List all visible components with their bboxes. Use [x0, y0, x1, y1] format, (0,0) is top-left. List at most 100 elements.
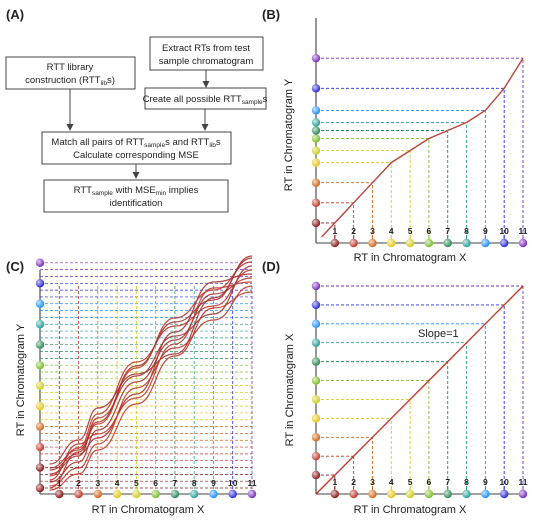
x-point-d-7-shine	[443, 489, 452, 499]
match-box	[41, 131, 232, 165]
x-tick-label-d-5: 5	[408, 477, 413, 487]
match-box-line1: Match all pairs of RTTsamples and RTTlib…	[51, 137, 220, 149]
panel-a-label: (A)	[6, 7, 24, 22]
x-tick-label-d-11: 11	[519, 477, 528, 487]
x-tick-label-d-4: 4	[389, 477, 394, 487]
y-point-c-34-shine	[35, 258, 45, 268]
x-point-c-2-shine	[74, 489, 83, 499]
y-point-d-3-shine	[311, 433, 321, 442]
y-point-d-11-shine	[311, 281, 321, 291]
x-point-b-2-shine	[349, 238, 358, 248]
panel-b-xlabel: RT in Chromatogram X	[354, 252, 467, 264]
y-point-c-22-shine	[35, 340, 45, 349]
x-point-c-11-shine	[247, 489, 257, 499]
panel-c-label: (C)	[6, 259, 24, 274]
y-point-b-10-shine	[311, 84, 321, 93]
candidate-curve-c-3	[49, 269, 253, 477]
plot-b: 1 2 3 4 5 6 7 8 9 10 11	[311, 18, 528, 248]
x-point-b-5-shine	[405, 238, 415, 248]
x-tick-label-b-1: 1	[332, 226, 337, 236]
x-tick-label-c-11: 11	[248, 478, 257, 488]
x-tick-label-b-8: 8	[464, 226, 469, 236]
y-point-c-25-shine	[35, 320, 45, 329]
y-point-c-10-shine	[35, 422, 45, 431]
mapping-curve-b	[321, 57, 524, 238]
panel-c-ylabel: RT in Chromatogram Y	[15, 323, 27, 436]
library-box-line1: RTT library	[47, 62, 94, 73]
x-point-b-11-shine	[518, 238, 528, 248]
panel-b-ylabel: RT in Chromatogram Y	[283, 78, 295, 191]
x-tick-label-c-10: 10	[228, 478, 238, 488]
y-point-c-13-shine	[35, 401, 45, 411]
x-point-c-3-shine	[93, 489, 103, 499]
candidate-curve-c-10	[49, 255, 253, 469]
y-point-b-2-shine	[311, 198, 321, 208]
y-point-b-11-shine	[311, 53, 321, 63]
x-point-d-2-shine	[349, 489, 358, 499]
y-point-c-1-shine	[35, 483, 45, 493]
y-point-b-3-shine	[311, 178, 321, 187]
result-box-line1: RTTsample with MSEmin implies	[74, 185, 199, 197]
result-box	[43, 179, 229, 213]
extract-box-line1: Extract RTs from test	[162, 43, 250, 54]
x-tick-label-c-3: 3	[95, 478, 100, 488]
panel-b: (B) 1 2 3 4 5 6 7 8 9 10 11 RT in Chromatogram X R…	[262, 7, 528, 264]
result-box-line2: identification	[110, 198, 163, 209]
x-tick-label-d-3: 3	[370, 477, 375, 487]
plot-c: 1 2 3 4 5 6 7 8 9 10 11	[35, 255, 257, 499]
x-tick-label-d-10: 10	[499, 477, 509, 487]
y-point-d-10-shine	[311, 300, 321, 310]
x-point-b-7-shine	[443, 238, 452, 248]
x-tick-label-d-9: 9	[483, 477, 488, 487]
y-point-d-7-shine	[311, 357, 321, 366]
x-tick-label-c-5: 5	[134, 478, 139, 488]
x-point-b-6-shine	[424, 238, 434, 248]
y-point-d-1-shine	[311, 470, 321, 480]
x-point-c-7-shine	[170, 489, 180, 499]
x-tick-label-d-1: 1	[332, 477, 337, 487]
plot-d: 1 2 3 4 5 6 7 8 9 10 11	[311, 281, 528, 499]
slope-annotation: Slope=1	[418, 328, 459, 340]
x-tick-label-d-2: 2	[351, 477, 356, 487]
x-point-d-4-shine	[387, 489, 396, 499]
y-point-d-8-shine	[311, 338, 321, 347]
y-point-d-4-shine	[311, 414, 321, 423]
y-point-c-7-shine	[35, 442, 45, 452]
panel-d-xlabel: RT in Chromatogram X	[354, 504, 467, 516]
y-point-b-4-shine	[311, 158, 321, 167]
create-box-text: Create all possible RTTsamples	[143, 94, 268, 106]
x-tick-label-b-11: 11	[519, 226, 528, 236]
y-point-d-6-shine	[311, 376, 321, 385]
x-point-b-10-shine	[499, 238, 509, 248]
y-point-d-9-shine	[311, 319, 321, 329]
x-point-c-6-shine	[151, 489, 160, 499]
x-tick-label-c-8: 8	[192, 478, 197, 488]
panel-d-ylabel: RT in Chromatogram X	[284, 333, 296, 446]
y-point-c-31-shine	[35, 279, 45, 288]
y-point-c-19-shine	[35, 360, 45, 370]
candidate-curve-c-9	[49, 281, 253, 481]
y-point-b-6-shine	[311, 134, 321, 143]
panel-c-xlabel: RT in Chromatogram X	[92, 504, 205, 516]
library-box	[5, 56, 136, 90]
identity-line-d	[315, 285, 524, 495]
y-point-b-1-shine	[311, 218, 321, 228]
x-tick-label-b-10: 10	[499, 226, 509, 236]
y-point-b-7-shine	[311, 126, 321, 135]
candidate-curve-c-1	[49, 261, 253, 489]
y-point-b-9-shine	[311, 106, 321, 115]
x-point-c-1-shine	[55, 489, 64, 499]
x-point-d-6-shine	[424, 489, 434, 499]
x-point-d-5-shine	[405, 489, 415, 499]
x-tick-label-c-7: 7	[173, 478, 178, 488]
x-tick-label-b-7: 7	[445, 226, 450, 236]
candidate-curve-c-2	[49, 277, 253, 483]
x-point-b-9-shine	[481, 238, 490, 248]
x-point-b-3-shine	[368, 238, 377, 248]
x-point-b-1-shine	[330, 238, 340, 248]
x-tick-label-c-2: 2	[76, 478, 81, 488]
x-tick-label-c-1: 1	[57, 478, 62, 488]
x-point-b-4-shine	[387, 238, 396, 248]
x-point-c-5-shine	[132, 489, 141, 499]
